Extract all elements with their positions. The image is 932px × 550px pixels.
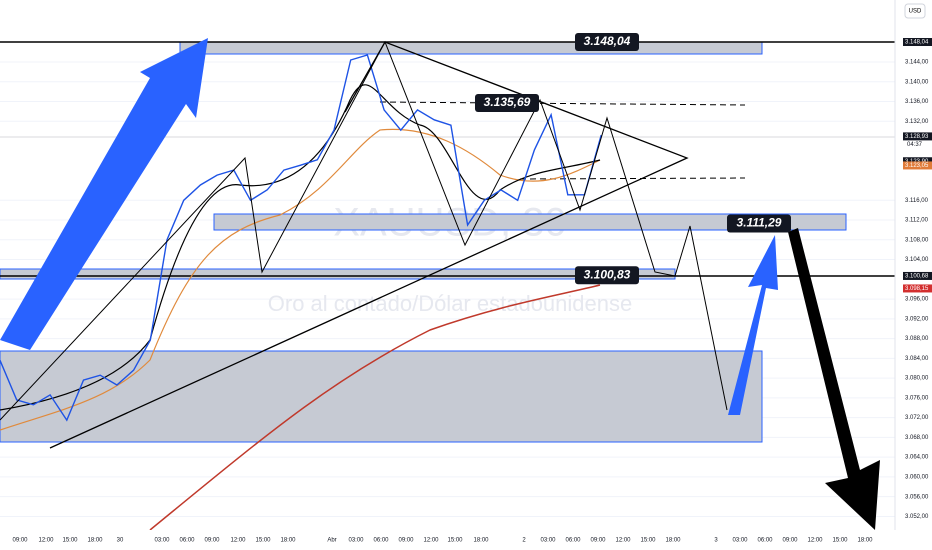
time-tick-label: 06:00 xyxy=(179,538,195,544)
price-label-box xyxy=(575,266,639,285)
time-tick-label: 18:00 xyxy=(665,538,681,544)
currency: USD xyxy=(909,9,922,15)
zone xyxy=(179,41,763,55)
time-tick-label: 03:00 xyxy=(732,538,748,544)
time-tick-label: 12:00 xyxy=(38,538,54,544)
zone xyxy=(0,268,676,280)
time-tick-label: 15:00 xyxy=(62,538,78,544)
dashed-line xyxy=(519,177,746,180)
price-badge xyxy=(903,161,932,170)
time-tick-label: 09:00 xyxy=(782,538,798,544)
price-tick-label: 3.136,00 xyxy=(905,99,929,105)
time-tick-label: 09:00 xyxy=(590,538,606,544)
time-tick-label: 18:00 xyxy=(280,538,296,544)
price-tick-label: 3.084,00 xyxy=(905,356,929,362)
time-tick-label: 06:00 xyxy=(757,538,773,544)
price-badge xyxy=(903,132,932,141)
up-arrow xyxy=(0,38,208,350)
price-tick-label: 3.088,00 xyxy=(905,336,929,342)
down-arrow xyxy=(788,228,880,530)
price-tick-label: 3.092,00 xyxy=(905,316,929,322)
zone xyxy=(0,350,763,443)
time-axis xyxy=(0,530,932,550)
price-tick-label: 3.056,00 xyxy=(905,494,929,500)
time-tick-label: 15:00 xyxy=(640,538,656,544)
time-tick-label: 15:00 xyxy=(255,538,271,544)
time-tick-label: 3 xyxy=(714,538,718,544)
price-label-box xyxy=(727,214,791,233)
price-label-box xyxy=(475,94,539,113)
price-badge-label: 3.098,15 xyxy=(905,286,929,292)
price-badge xyxy=(903,284,932,293)
time-tick-label: 12:00 xyxy=(807,538,823,544)
price-label: 3.111,29 xyxy=(737,216,782,230)
price-tick-label: 3.080,00 xyxy=(905,376,929,382)
watermark-description: Oro al contado/Dólar estadounidense xyxy=(268,291,632,316)
time-tick-label: 18:00 xyxy=(473,538,489,544)
price-tick-label: 3.064,00 xyxy=(905,455,929,461)
time-tick-label: 15:00 xyxy=(832,538,848,544)
price-tick-label: 3.108,00 xyxy=(905,237,929,243)
price-tick-label: 3.076,00 xyxy=(905,395,929,401)
time-tick-label: 03:00 xyxy=(154,538,170,544)
time-tick-label: 06:00 xyxy=(373,538,389,544)
price-label-box xyxy=(575,33,639,51)
time-tick-label: 09:00 xyxy=(12,538,28,544)
price-badge-label: 3.148,04 xyxy=(905,40,929,46)
currency-button[interactable] xyxy=(904,3,926,19)
time-tick-label: 03:00 xyxy=(540,538,556,544)
time-tick-label: 12:00 xyxy=(423,538,439,544)
price-tick-label: 3.072,00 xyxy=(905,415,929,421)
time-tick-label: Abr xyxy=(327,538,336,544)
time-tick-label: 09:00 xyxy=(204,538,220,544)
projection xyxy=(0,40,728,421)
up-arrow xyxy=(728,235,778,415)
price-tick-label: 3.068,00 xyxy=(905,435,929,441)
price-badge-label: 3.123,05 xyxy=(905,163,929,169)
time-tick-label: 03:00 xyxy=(348,538,364,544)
price-tick-label: 3.052,00 xyxy=(905,514,929,520)
price-badge-label: 3.100,68 xyxy=(905,274,929,280)
price-tick-label: 3.144,00 xyxy=(905,60,929,66)
price-tick-label: 3.060,00 xyxy=(905,474,929,480)
time-tick-label: 09:00 xyxy=(398,538,414,544)
price-label: 3.148,04 xyxy=(584,34,631,48)
price-badge xyxy=(903,271,932,280)
ma-50 xyxy=(0,128,601,431)
price-tick-label: 3.140,00 xyxy=(905,79,929,85)
time-tick-label: 06:00 xyxy=(565,538,581,544)
time-tick-label: 12:00 xyxy=(615,538,631,544)
price-label: 3.100,83 xyxy=(584,267,631,281)
time-tick-label: 2 xyxy=(522,538,526,544)
price-tick-label: 3.104,00 xyxy=(905,257,929,263)
time-tick-label: 18:00 xyxy=(87,538,103,544)
countdown: 04:37 xyxy=(907,142,923,148)
price-tick-label: 3.132,00 xyxy=(905,119,929,125)
price-badge-label: 3.128,93 xyxy=(905,134,929,140)
price-tick-label: 3.112,00 xyxy=(905,218,929,224)
time-tick-label: 18:00 xyxy=(857,538,873,544)
dashed-line xyxy=(379,101,746,106)
price-line xyxy=(0,54,602,422)
time-tick-label: 12:00 xyxy=(230,538,246,544)
price-tick-label: 3.116,00 xyxy=(905,198,929,204)
price-badge xyxy=(903,157,932,166)
time-tick-label: 30 xyxy=(117,538,124,544)
price-label: 3.135,69 xyxy=(484,95,531,109)
ma-200 xyxy=(149,284,601,531)
price-tick-label: 3.096,00 xyxy=(905,297,929,303)
price-badge xyxy=(903,38,932,46)
time-tick-label: 15:00 xyxy=(447,538,463,544)
